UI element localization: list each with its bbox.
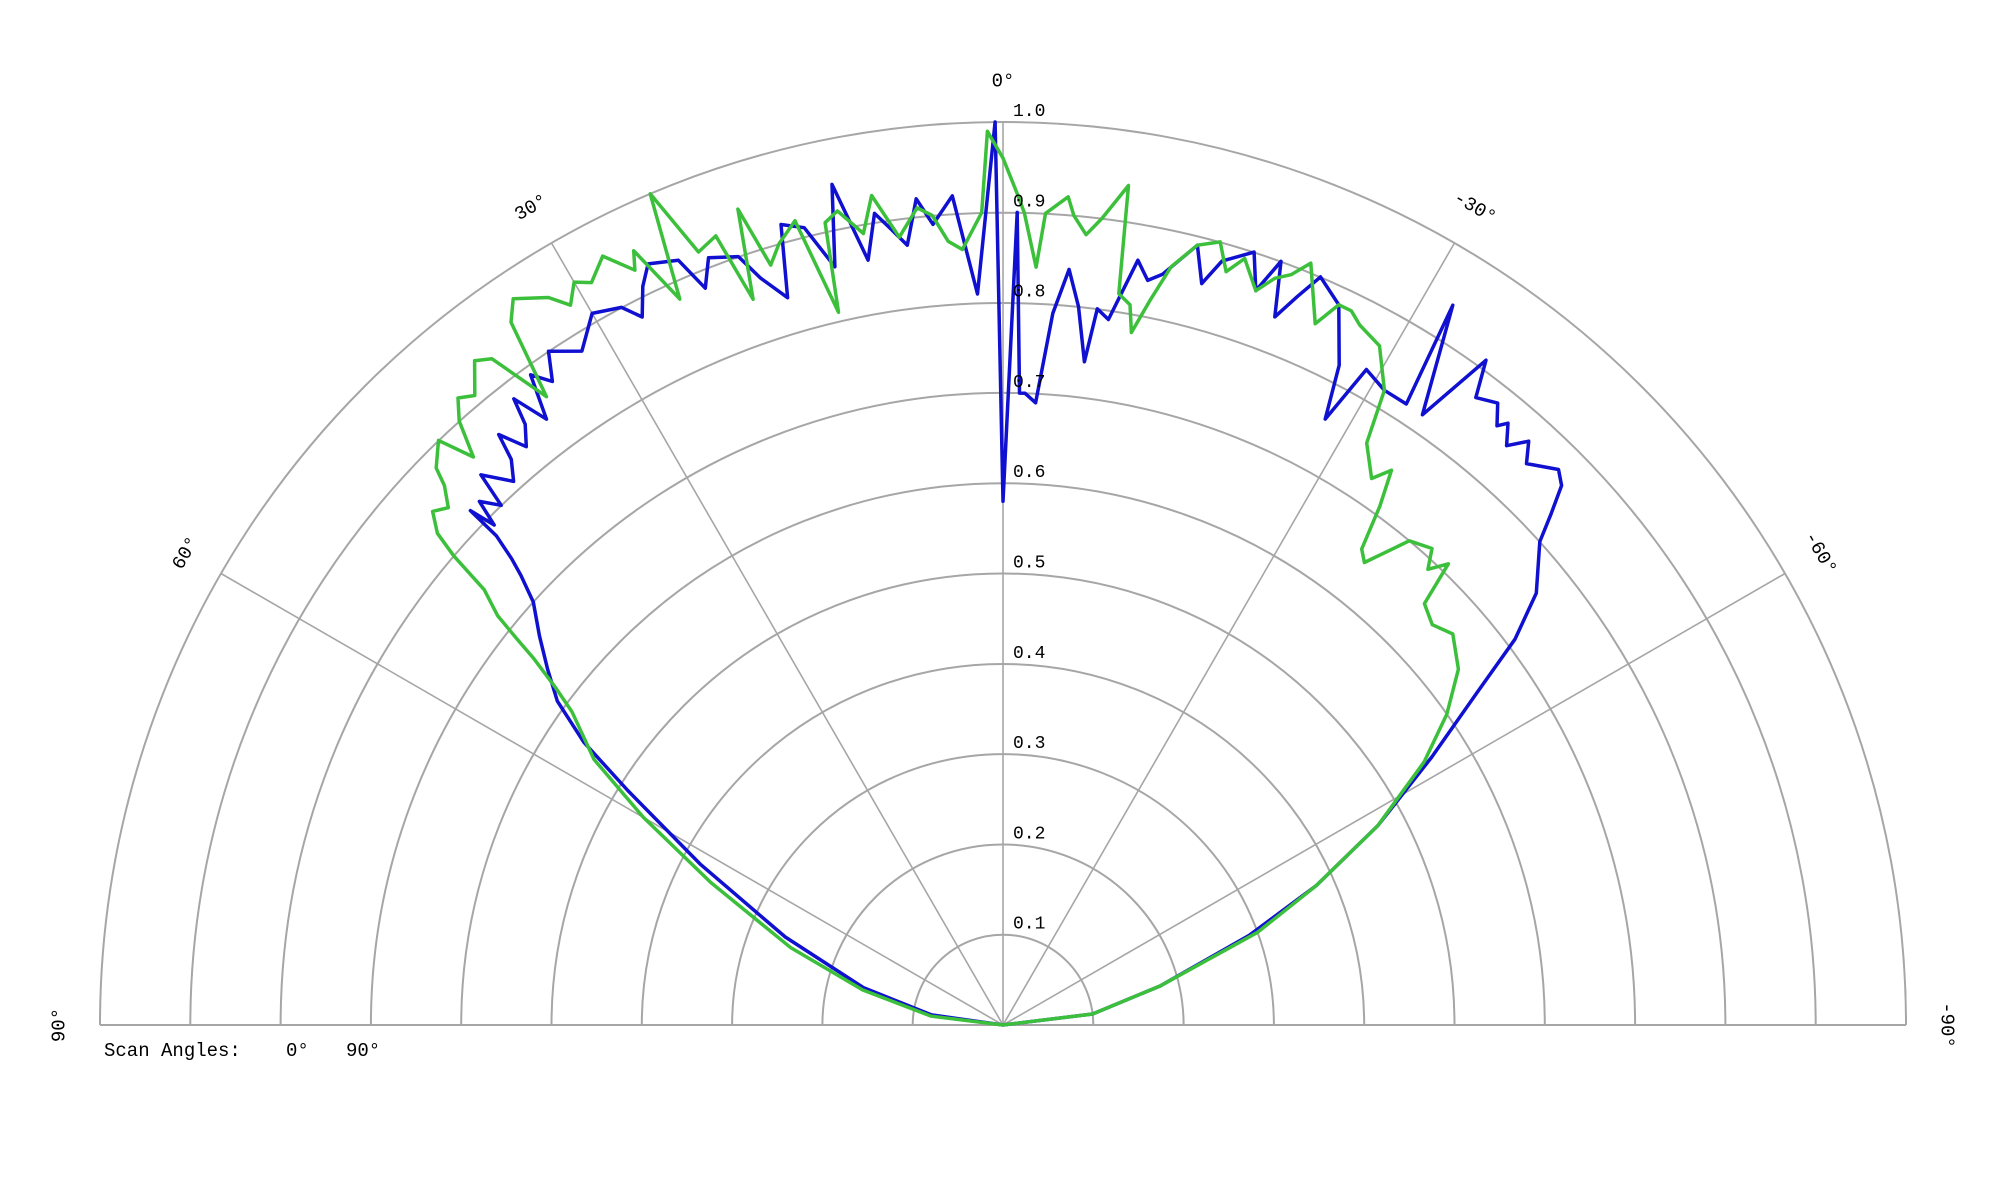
grid-spoke <box>1002 242 1456 1026</box>
legend-entry-0deg: 0° <box>286 1040 309 1062</box>
legend: Scan Angles: 0° 90° <box>104 1040 380 1062</box>
grid-spoke <box>1002 572 1786 1026</box>
grid-spoke <box>550 242 1004 1026</box>
r-tick-label: 0.6 <box>1013 463 1045 483</box>
legend-entry-90deg: 90° <box>346 1040 380 1062</box>
r-tick-label: 0.3 <box>1013 734 1045 754</box>
theta-tick-label: -90° <box>1936 1002 1958 1048</box>
theta-tick-label: -30° <box>1450 187 1500 229</box>
legend-title: Scan Angles: <box>104 1040 241 1062</box>
r-tick-label: 0.4 <box>1013 644 1045 664</box>
polar-grid <box>99 121 1907 1026</box>
r-tick-label: 0.9 <box>1013 192 1045 212</box>
r-tick-label: 0.8 <box>1013 283 1045 303</box>
grid-spoke <box>220 572 1004 1026</box>
r-tick-label: 0.5 <box>1013 554 1045 574</box>
series-line-1 <box>430 129 1461 1027</box>
r-tick-label: 0.7 <box>1013 373 1045 393</box>
theta-tick-label: 60° <box>168 533 204 574</box>
r-tick-label: 1.0 <box>1013 102 1045 122</box>
r-tick-label: 0.2 <box>1013 824 1045 844</box>
series-layer <box>430 120 1564 1027</box>
theta-tick-label: 0° <box>992 70 1015 92</box>
theta-tick-label: 30° <box>511 190 552 226</box>
theta-tick-label: 90° <box>48 1008 70 1042</box>
series-line-0 <box>468 120 1564 1027</box>
theta-tick-label: -60° <box>1799 528 1841 578</box>
r-tick-label: 0.1 <box>1013 915 1045 935</box>
